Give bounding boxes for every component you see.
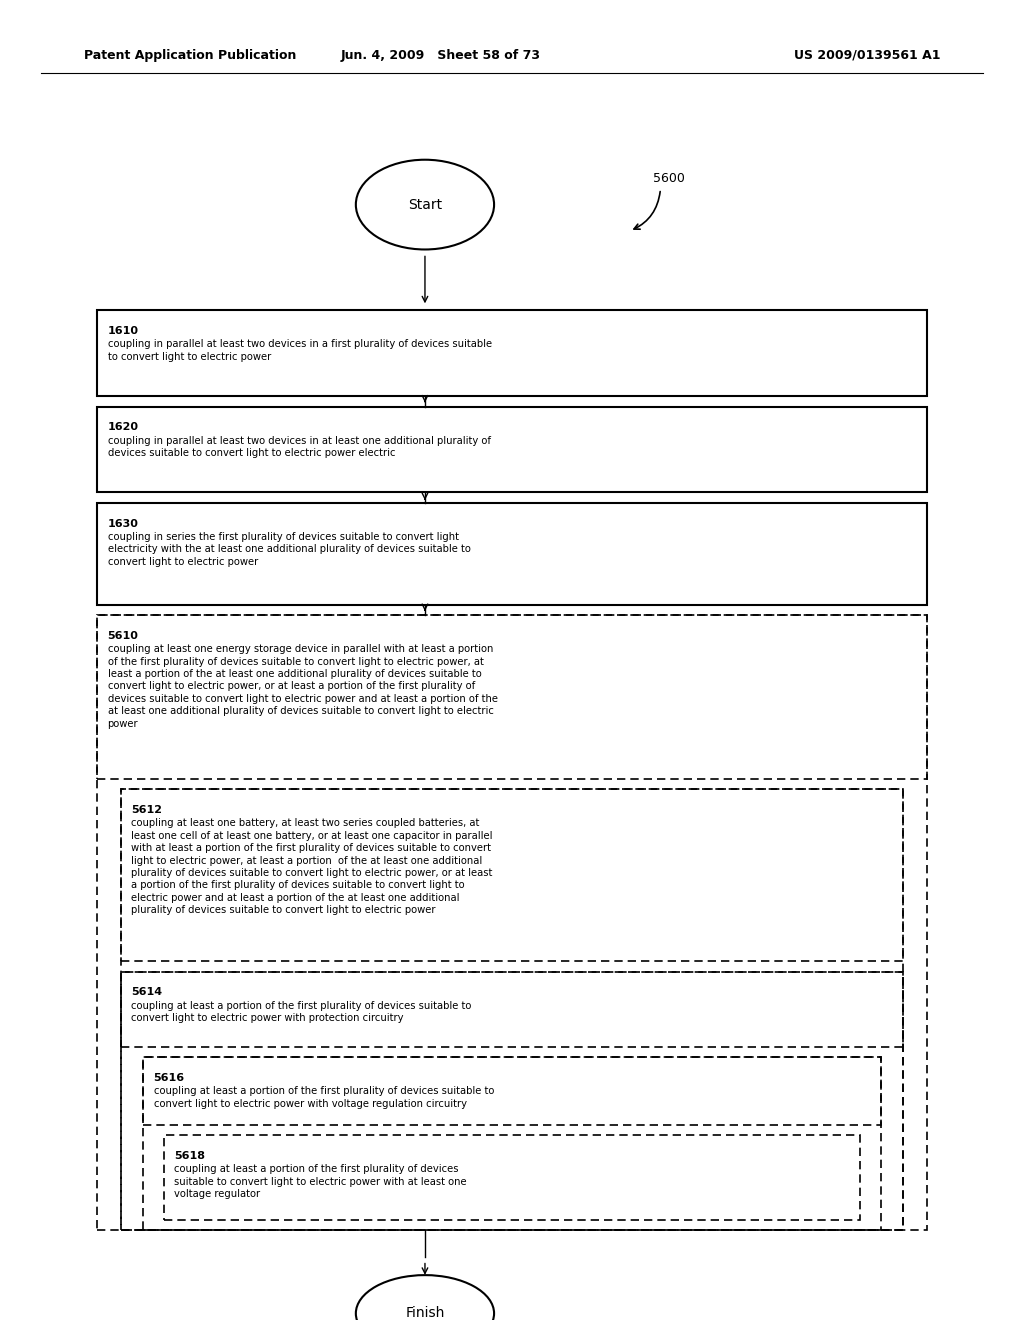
Bar <box>164 1135 860 1220</box>
Bar <box>121 972 903 1230</box>
Bar <box>97 310 927 396</box>
Text: coupling in series the first plurality of devices suitable to convert light
elec: coupling in series the first plurality o… <box>108 532 470 566</box>
Bar <box>97 407 927 492</box>
Bar <box>121 789 903 961</box>
Text: 1610: 1610 <box>108 326 138 337</box>
Text: Finish: Finish <box>406 1307 444 1320</box>
Text: 5614: 5614 <box>131 987 162 998</box>
Text: 1630: 1630 <box>108 519 138 529</box>
Text: 5610: 5610 <box>108 631 138 642</box>
Bar <box>121 789 903 1230</box>
Bar <box>97 615 927 779</box>
Bar <box>97 503 927 605</box>
Text: 5612: 5612 <box>131 805 162 816</box>
Text: Jun. 4, 2009   Sheet 58 of 73: Jun. 4, 2009 Sheet 58 of 73 <box>340 49 541 62</box>
Text: coupling in parallel at least two devices in a first plurality of devices suitab: coupling in parallel at least two device… <box>108 339 492 362</box>
Text: 1620: 1620 <box>108 422 138 433</box>
Bar <box>97 615 927 1230</box>
Bar <box>121 972 903 1047</box>
Text: 5600: 5600 <box>653 172 685 185</box>
Text: coupling at least a portion of the first plurality of devices
suitable to conver: coupling at least a portion of the first… <box>174 1164 467 1199</box>
Text: coupling at least one battery, at least two series coupled batteries, at
least o: coupling at least one battery, at least … <box>131 818 493 915</box>
Text: coupling at least one energy storage device in parallel with at least a portion
: coupling at least one energy storage dev… <box>108 644 498 729</box>
Text: Patent Application Publication: Patent Application Publication <box>84 49 296 62</box>
Bar <box>143 1057 881 1125</box>
Text: 5618: 5618 <box>174 1151 205 1162</box>
Text: Start: Start <box>408 198 442 211</box>
Text: coupling at least a portion of the first plurality of devices suitable to
conver: coupling at least a portion of the first… <box>154 1086 494 1109</box>
Bar <box>143 1057 881 1230</box>
Text: 5616: 5616 <box>154 1073 184 1084</box>
Text: coupling in parallel at least two devices in at least one additional plurality o: coupling in parallel at least two device… <box>108 436 490 458</box>
Text: coupling at least a portion of the first plurality of devices suitable to
conver: coupling at least a portion of the first… <box>131 1001 471 1023</box>
Text: US 2009/0139561 A1: US 2009/0139561 A1 <box>794 49 940 62</box>
